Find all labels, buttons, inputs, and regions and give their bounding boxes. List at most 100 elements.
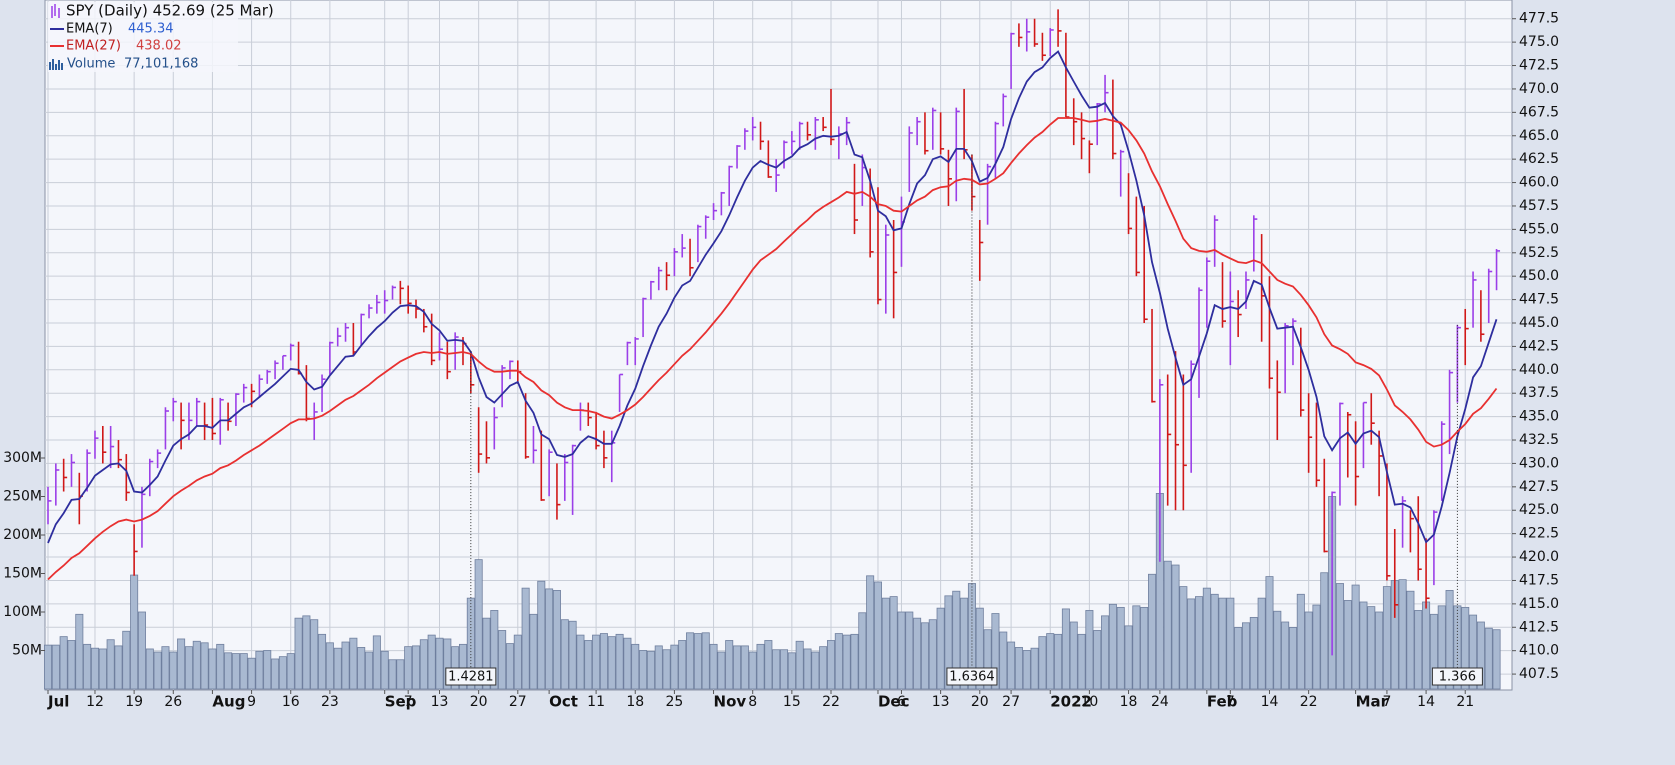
x-tick-label: 2022 (1050, 693, 1092, 711)
y-tick-label: 462.5 (1519, 151, 1559, 167)
volume-bar (1429, 613, 1438, 690)
legend-title: SPY (Daily) 452.69 (25 Mar) (66, 2, 274, 20)
y-tick-label: 417.5 (1519, 572, 1559, 588)
x-tick-label: Dec (878, 693, 910, 711)
volume-bar (1210, 593, 1219, 690)
x-tick-label: Nov (714, 693, 747, 711)
volume-bar (145, 648, 154, 690)
x-tick-label: Sep (385, 693, 417, 711)
volume-bar (404, 646, 413, 690)
x-tick-label: Mar (1356, 693, 1389, 711)
volume-bar (678, 640, 687, 690)
volume-bar (474, 559, 483, 690)
volume-bar (419, 639, 428, 690)
volume-bar (1359, 601, 1368, 690)
volume-bar (318, 633, 327, 690)
y-tick-label: 425.0 (1519, 502, 1559, 518)
volume-bar (1226, 597, 1235, 690)
volume-bar (1461, 606, 1470, 690)
volume-bar (208, 648, 217, 690)
volume-bar (866, 575, 875, 690)
volume-bar (44, 644, 53, 690)
volume-tick-label: 100M (3, 604, 42, 620)
legend-bg (48, 2, 238, 72)
volume-bar (137, 611, 146, 690)
volume-bar (1281, 621, 1290, 690)
y-tick-label: 415.0 (1519, 596, 1559, 612)
x-tick-label: Feb (1207, 693, 1238, 711)
x-tick-label: 20 (971, 694, 989, 710)
volume-bar (1257, 597, 1266, 690)
volume-bar (1476, 621, 1485, 690)
volume-bar (98, 648, 107, 690)
x-tick-label: 18 (626, 694, 644, 710)
dividend-box (1431, 667, 1483, 686)
x-tick-label: 20 (470, 694, 488, 710)
volume-bar (1218, 597, 1227, 690)
volume-bar (349, 637, 358, 690)
volume-bar (1273, 610, 1282, 690)
y-tick-label: 412.5 (1519, 619, 1559, 635)
volume-bar (1241, 622, 1250, 690)
x-tick-label: 21 (1456, 694, 1474, 710)
volume-bar (1382, 586, 1391, 690)
volume-bar (130, 574, 139, 690)
y-tick-label: 457.5 (1519, 198, 1559, 214)
legend-icon (51, 4, 60, 18)
volume-bar (748, 651, 757, 690)
volume-bar (1116, 606, 1125, 690)
volume-bar (443, 638, 452, 690)
volume-bar (952, 590, 961, 690)
y-tick-label: 472.5 (1519, 58, 1559, 74)
volume-bar (1445, 590, 1454, 690)
volume-bar (787, 652, 796, 690)
x-tick-label: 7 (1382, 694, 1391, 710)
volume-bar (803, 648, 812, 690)
x-tick-label: 14 (1417, 694, 1435, 710)
volume-bar (607, 636, 616, 690)
volume-bar (294, 617, 303, 690)
volume-bar (1101, 615, 1110, 690)
volume-bar (920, 622, 929, 690)
x-tick-label: 16 (282, 694, 300, 710)
volume-bar (427, 634, 436, 690)
volume-bar (380, 650, 389, 690)
x-tick-label: 6 (897, 694, 906, 710)
volume-tick-label: 150M (3, 566, 42, 582)
volume-tick-label: 250M (3, 489, 42, 505)
x-tick-label: 18 (1120, 694, 1138, 710)
x-tick-label: Aug (212, 693, 245, 711)
volume-bar (153, 651, 162, 690)
volume-bar (1304, 611, 1313, 690)
x-tick-label: 11 (587, 694, 605, 710)
volume-bar (646, 650, 655, 690)
volume-bar (701, 632, 710, 690)
volume-bar (412, 645, 421, 690)
y-tick-label: 455.0 (1519, 221, 1559, 237)
volume-bar (75, 613, 84, 690)
volume-bar (365, 651, 374, 690)
volume-bar (1148, 573, 1157, 690)
volume-bar (333, 647, 342, 690)
legend-value: 77,101,168 (124, 57, 198, 72)
volume-bar (1163, 560, 1172, 690)
volume-bar (991, 613, 1000, 690)
volume-bar (1085, 610, 1094, 690)
volume-bar (1093, 630, 1102, 690)
volume-bar (278, 656, 287, 690)
x-tick-label: 14 (1261, 694, 1279, 710)
volume-bar (458, 643, 467, 690)
volume-bar (263, 650, 272, 690)
dividend-label: 1.6364 (949, 670, 995, 685)
x-tick-label: 7 (404, 694, 413, 710)
volume-bar (944, 595, 953, 690)
volume-bar (881, 597, 890, 690)
ema-line (47, 50, 1498, 544)
volume-bar (717, 651, 726, 690)
volume-bar (568, 620, 577, 690)
volume-bar (83, 643, 92, 690)
volume-bar (51, 644, 60, 690)
volume-bar (599, 633, 608, 690)
volume-bar (928, 619, 937, 690)
